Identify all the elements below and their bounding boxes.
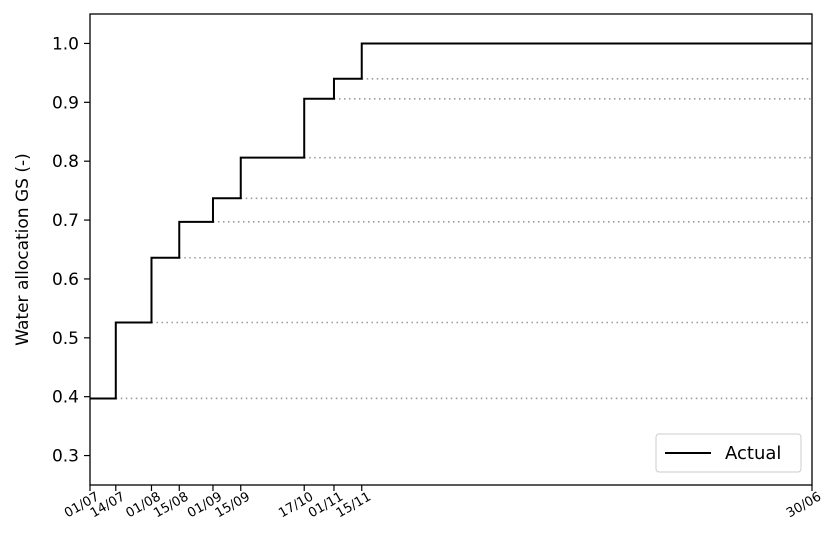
series-layer bbox=[90, 42, 812, 400]
series-line-actual bbox=[90, 42, 812, 400]
y-tick-label: 0.4 bbox=[52, 388, 79, 408]
legend: Actual bbox=[655, 433, 802, 473]
y-axis-label: Water allocation GS (-) bbox=[13, 153, 33, 345]
reference-lines bbox=[115, 77, 812, 400]
legend-box bbox=[655, 433, 802, 473]
y-tick-label: 0.5 bbox=[52, 329, 79, 349]
plot-frame bbox=[89, 13, 813, 486]
y-tick-label: 0.7 bbox=[52, 211, 79, 231]
legend-label-actual: Actual bbox=[725, 443, 781, 464]
y-tick-label: 1.0 bbox=[52, 34, 79, 54]
y-tick-label: 0.9 bbox=[52, 93, 79, 113]
y-tick-label: 0.8 bbox=[52, 152, 79, 172]
y-tick-label: 0.6 bbox=[52, 270, 79, 290]
y-tick-label: 0.3 bbox=[52, 447, 79, 467]
x-tick-label: 30/06 bbox=[784, 489, 824, 521]
y-axis: 0.3 0.4 0.5 0.6 0.7 0.8 0.9 1.0 bbox=[52, 34, 90, 467]
